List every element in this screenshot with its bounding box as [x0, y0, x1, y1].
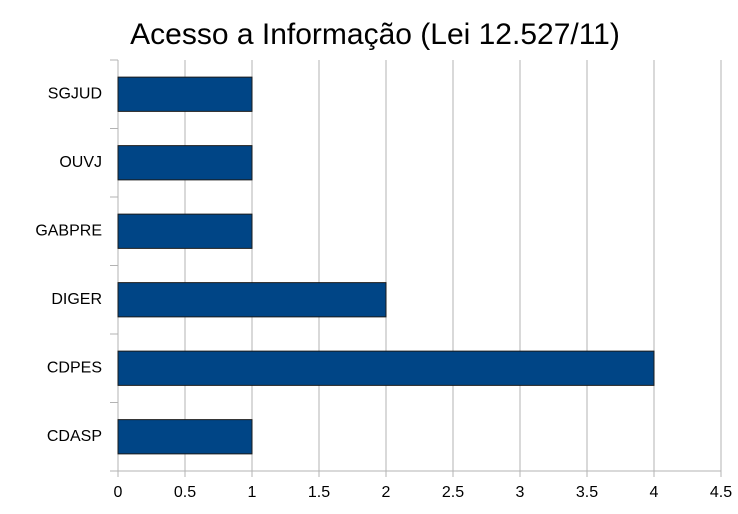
y-tick-label: SGJUD [48, 85, 102, 102]
bar [117, 213, 253, 249]
x-tick-label: 4.5 [710, 484, 732, 501]
bar [117, 76, 253, 112]
x-tick-label: 1.5 [308, 484, 330, 501]
bar [117, 350, 655, 386]
chart-title: Acesso a Informação (Lei 12.527/11) [130, 18, 620, 51]
x-tick-label: 3 [516, 484, 525, 501]
x-tick-label: 2.5 [442, 484, 464, 501]
x-tick-label: 4 [650, 484, 659, 501]
bar [117, 145, 253, 181]
bar [117, 282, 387, 318]
y-tick-label: CDASP [47, 428, 102, 445]
bar [117, 419, 253, 455]
y-tick-label: DIGER [51, 291, 102, 308]
y-tick-label: OUVJ [59, 154, 102, 171]
x-tick-label: 2 [382, 484, 391, 501]
y-tick-label: GABPRE [35, 222, 102, 239]
x-tick-label: 0 [114, 484, 123, 501]
x-tick-label: 0.5 [174, 484, 196, 501]
x-tick-label: 1 [248, 484, 257, 501]
x-tick-label: 3.5 [576, 484, 598, 501]
y-tick-label: CDPES [47, 359, 102, 376]
